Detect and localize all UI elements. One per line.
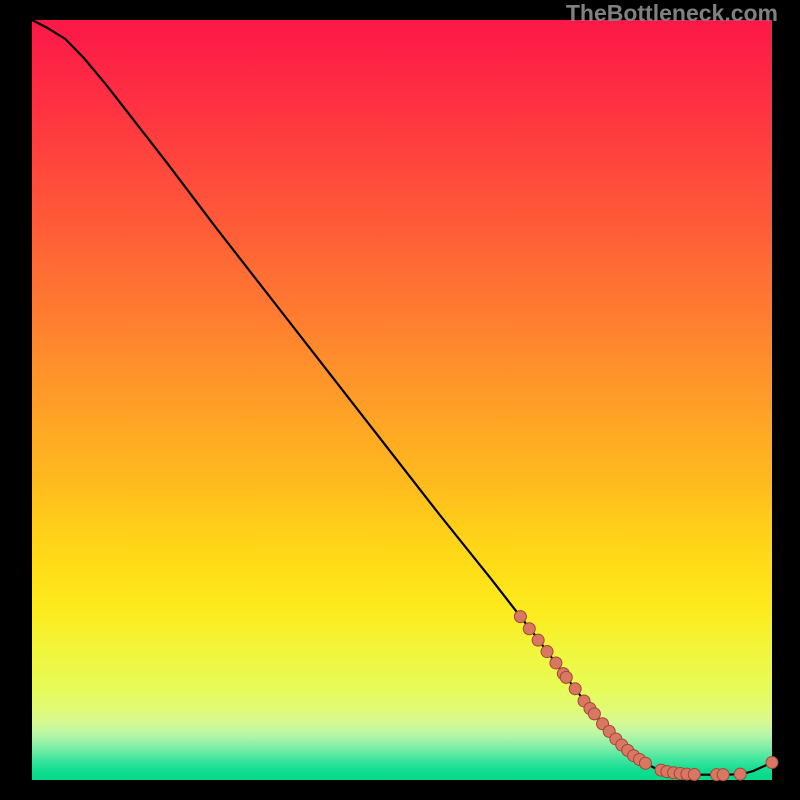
watermark-text: TheBottleneck.com bbox=[566, 0, 778, 27]
gradient-plot-area bbox=[32, 20, 772, 780]
chart-root: TheBottleneck.com bbox=[0, 0, 800, 800]
